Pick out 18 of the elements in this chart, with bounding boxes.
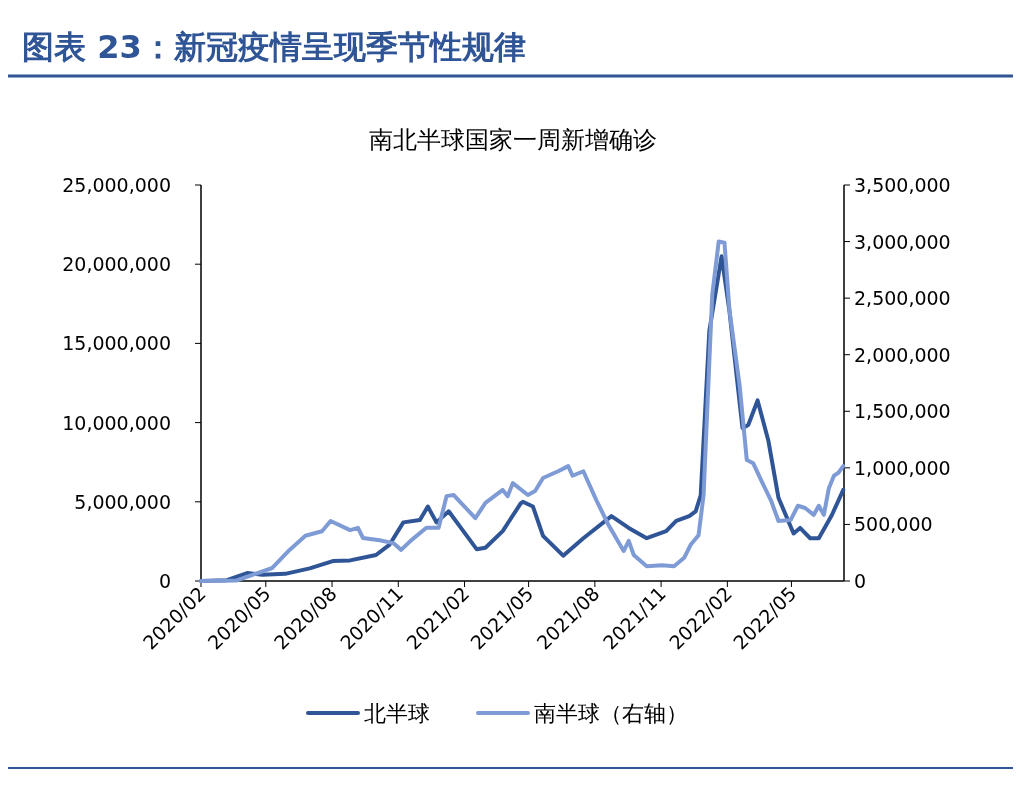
y2-tick-label: 3,000,000 [854,230,951,253]
y2-tick-label: 2,000,000 [854,343,951,366]
chart-title: 图表 23：新冠疫情呈现季节性规律 [22,28,526,66]
y2-tick-label: 1,000,000 [854,456,951,479]
legend-label: 北半球 [364,701,430,726]
chart-subtitle: 南北半球国家一周新增确诊 [368,126,657,154]
y-tick-label: 0 [158,570,171,592]
y-tick-label: 20,000,000 [62,253,171,276]
y2-tick-label: 500,000 [854,513,933,536]
y2-tick-label: 0 [854,570,867,592]
y2-tick-label: 3,500,000 [854,174,951,196]
y-tick-label: 10,000,000 [62,411,171,434]
y2-tick-label: 1,500,000 [854,400,951,423]
legend-label: 南半球（右轴） [534,701,688,726]
y-tick-label: 25,000,000 [62,174,171,196]
y2-tick-label: 2,500,000 [854,287,951,310]
y-tick-label: 15,000,000 [62,332,171,355]
y-tick-label: 5,000,000 [74,490,171,513]
